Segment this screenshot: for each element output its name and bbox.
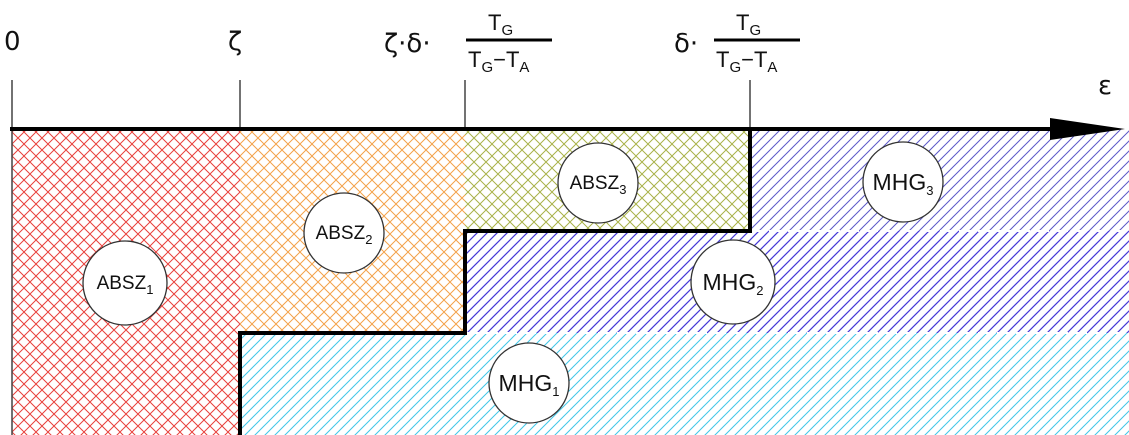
label-bubble (303, 192, 385, 274)
origin-label: 0 (4, 27, 21, 57)
label-absz2: ABSZ2 (303, 192, 385, 274)
label-text: MHG1 (499, 370, 560, 399)
label-bubble (488, 342, 570, 424)
region-mhg1 (240, 333, 1129, 435)
epsilon-label: ε (1098, 71, 1112, 101)
label-bubble (690, 239, 776, 325)
zeta-delta-prefix: ζ·δ· (384, 29, 431, 59)
delta-fraction-label: δ· TG TG−TA (674, 10, 800, 76)
label-text: ABSZ3 (570, 173, 627, 197)
fraction-numerator: TG (488, 10, 513, 39)
label-mhg3: MHG3 (862, 141, 944, 223)
epsilon-axis-arrowhead (1050, 118, 1125, 140)
label-text: MHG3 (873, 169, 934, 198)
label-absz1: ABSZ1 (82, 240, 168, 326)
zeta-label: ζ (228, 27, 242, 57)
label-bubble (557, 142, 639, 224)
label-absz3: ABSZ3 (557, 142, 639, 224)
label-text: ABSZ2 (316, 223, 373, 247)
zeta-delta-fraction-label: ζ·δ· TG TG−TA (384, 10, 552, 76)
region-mhg2 (465, 231, 1129, 333)
label-bubble (82, 240, 168, 326)
label-mhg1: MHG1 (488, 342, 570, 424)
label-text: ABSZ1 (97, 273, 154, 297)
label-bubble (862, 141, 944, 223)
zone-boundary (238, 129, 752, 435)
delta-prefix: δ· (674, 29, 698, 59)
fraction-denominator: TG−TA (468, 47, 529, 76)
fraction-denominator: TG−TA (716, 47, 777, 76)
label-text: MHG2 (703, 269, 764, 298)
fraction-numerator: TG (736, 10, 761, 39)
label-mhg2: MHG2 (690, 239, 776, 325)
